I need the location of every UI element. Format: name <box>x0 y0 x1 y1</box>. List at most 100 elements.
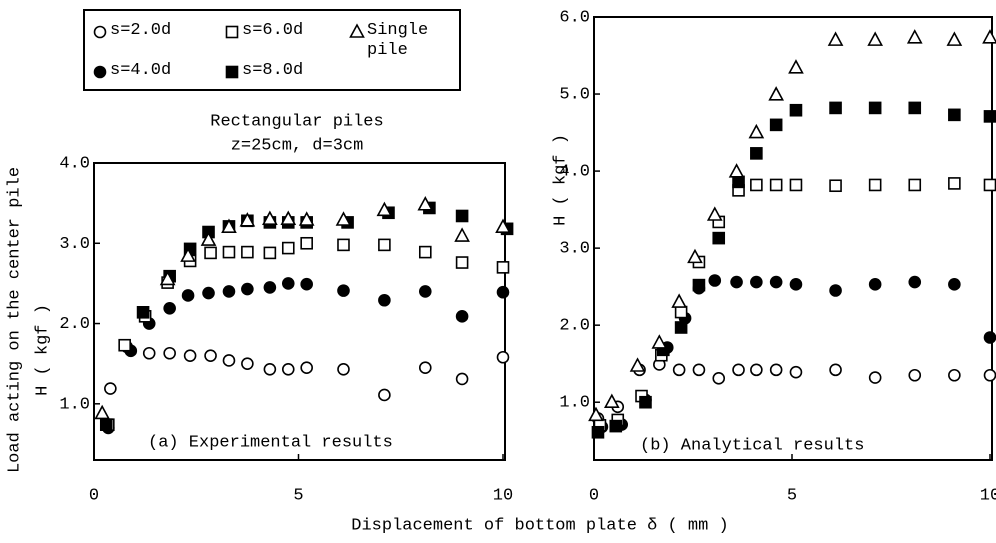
marker <box>104 382 117 395</box>
marker <box>603 393 620 409</box>
marker <box>241 357 254 370</box>
y-tick-label: 3.0 <box>559 240 590 259</box>
marker <box>181 289 195 302</box>
marker <box>651 334 668 349</box>
y-axis-label: H ( kgf ) <box>33 304 52 396</box>
marker <box>609 419 623 433</box>
marker <box>687 248 703 264</box>
marker <box>163 301 176 315</box>
marker <box>418 285 432 298</box>
x-tick-label: 0 <box>89 486 99 505</box>
marker <box>142 346 156 360</box>
marker <box>672 363 686 377</box>
marker <box>829 101 842 115</box>
legend-label: Single pile <box>367 21 429 60</box>
marker <box>769 275 783 289</box>
marker <box>908 178 922 192</box>
marker <box>769 118 783 132</box>
plot-frame <box>593 16 993 461</box>
marker <box>337 362 350 376</box>
marker <box>591 425 605 439</box>
marker <box>183 349 197 362</box>
marker <box>239 212 256 227</box>
marker <box>263 362 277 376</box>
legend-entry: s=8.0d <box>242 61 304 80</box>
marker <box>496 350 510 364</box>
marker <box>639 395 652 409</box>
marker <box>750 178 763 192</box>
marker <box>300 277 313 291</box>
marker <box>868 371 882 384</box>
marker <box>222 285 236 298</box>
marker <box>417 196 434 211</box>
marker <box>225 25 239 39</box>
marker <box>262 210 278 225</box>
marker <box>222 354 236 367</box>
y-tick-label: 6.0 <box>559 8 590 27</box>
marker <box>298 211 315 226</box>
marker <box>455 209 469 223</box>
marker <box>418 361 432 374</box>
marker <box>376 201 393 217</box>
marker <box>118 338 131 352</box>
marker <box>788 59 804 74</box>
marker <box>868 278 882 291</box>
marker <box>281 277 295 290</box>
marker <box>281 241 295 255</box>
marker <box>692 363 706 377</box>
marker <box>455 372 469 386</box>
marker <box>789 103 803 117</box>
marker <box>769 178 783 192</box>
marker <box>281 362 295 376</box>
plot-frame <box>93 162 506 461</box>
legend-box <box>83 9 461 91</box>
marker <box>300 361 313 374</box>
marker <box>221 218 237 234</box>
marker <box>629 357 646 372</box>
marker <box>496 261 510 274</box>
y-tick-label: 2.0 <box>59 315 90 334</box>
marker <box>768 86 785 101</box>
x-tick-label: 0 <box>589 486 599 505</box>
marker <box>750 147 763 160</box>
marker <box>159 270 176 286</box>
marker <box>730 275 743 289</box>
marker <box>674 305 688 319</box>
marker <box>378 388 391 402</box>
marker <box>200 231 217 246</box>
marker <box>588 406 604 422</box>
marker <box>225 65 239 79</box>
marker <box>337 284 350 297</box>
legend-label: s=8.0d <box>242 61 304 80</box>
legend-entry: s=6.0d <box>242 21 304 40</box>
annotation: z=25cm, d=3cm <box>231 136 364 155</box>
marker <box>948 368 961 382</box>
marker <box>982 29 996 44</box>
marker <box>827 31 844 46</box>
marker <box>94 404 111 420</box>
marker <box>789 278 803 291</box>
marker <box>495 218 511 234</box>
marker <box>789 178 803 192</box>
marker <box>748 123 765 139</box>
y-tick-label: 1.0 <box>559 394 590 413</box>
marker <box>202 286 215 300</box>
marker <box>93 25 107 39</box>
marker <box>829 179 842 193</box>
marker <box>349 23 365 38</box>
marker <box>708 274 722 287</box>
panel-label: (a) Experimental results <box>148 433 393 452</box>
marker <box>674 321 688 334</box>
legend-label: s=6.0d <box>242 21 304 40</box>
marker <box>983 331 996 344</box>
marker <box>867 31 884 46</box>
y-tick-label: 3.0 <box>59 235 90 254</box>
marker <box>868 178 882 192</box>
y-tick-label: 1.0 <box>59 395 90 414</box>
marker <box>263 246 277 260</box>
x-axis-label: Displacement of bottom plate δ ( mm ) <box>351 516 728 535</box>
y-tick-label: 4.0 <box>59 154 90 173</box>
marker <box>496 285 510 299</box>
marker <box>732 175 745 189</box>
